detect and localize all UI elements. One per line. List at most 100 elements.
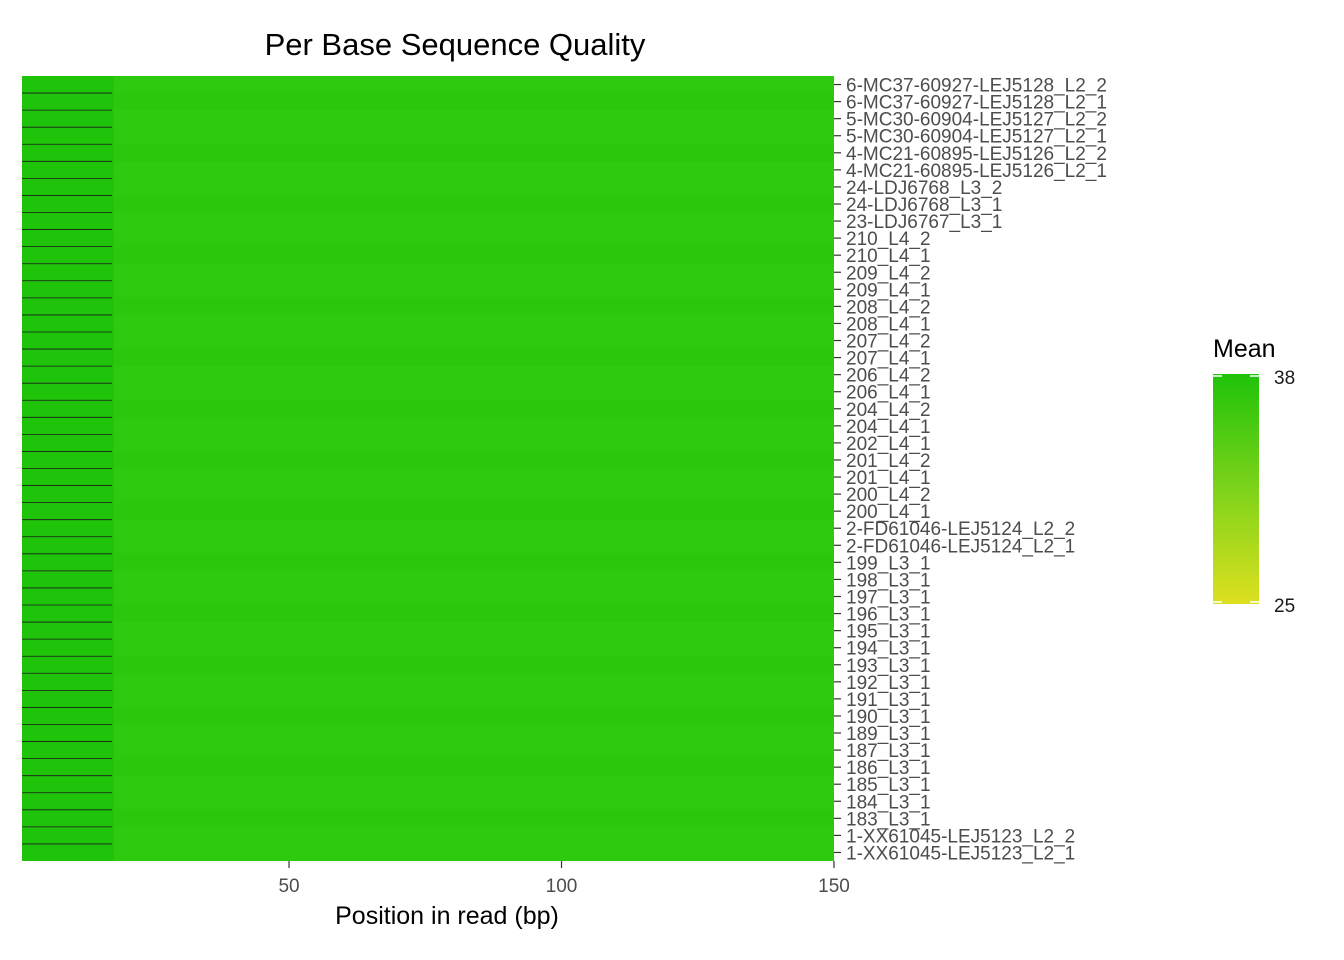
heatmap-row-35 [114,673,834,691]
heatmap-row-0 [114,76,834,94]
heatmap-row-24 [114,485,834,503]
heatmap-row-44 [114,826,834,844]
row-separators [22,92,112,845]
sample-label: 194_L3_1 [846,639,931,660]
heatmap-row-8 [114,212,834,230]
sample-label: 1-XX61045-LEJ5123_L2_1 [846,843,1075,864]
sample-label: 200_L4_2 [846,485,931,506]
heatmap-row-9 [114,229,834,247]
sample-label: 192_L3_1 [846,673,931,694]
sample-label: 2-FD61046-LEJ5124_L2_2 [846,519,1075,540]
sample-label: 2-FD61046-LEJ5124_L2_1 [846,536,1075,557]
heatmap-row-21 [114,434,834,452]
sample-label: 204_L4_2 [846,400,931,421]
sample-label: 196_L3_1 [846,605,931,626]
sample-label: 201_L4_1 [846,468,931,489]
x-tick-label: 50 [278,876,299,897]
sample-label: 208_L4_1 [846,314,931,335]
heatmap-row-2 [114,110,834,128]
sample-label: 207_L4_1 [846,349,931,370]
heatmap-row-14 [114,314,834,332]
row-bands [114,76,834,861]
sample-label: 24-LDJ6768_L3_2 [846,178,1002,199]
heatmap-row-42 [114,792,834,810]
heatmap-row-23 [114,468,834,486]
sample-label: 6-MC37-60927-LEJ5128_L2_1 [846,93,1107,114]
heatmap-row-16 [114,349,834,367]
heatmap-row-7 [114,195,834,213]
heatmap-row-34 [114,656,834,674]
sample-label: 198_L3_1 [846,570,931,591]
heatmap-row-22 [114,451,834,469]
heatmap-row-28 [114,553,834,571]
sample-label: 190_L3_1 [846,707,931,728]
sample-label: 202_L4_1 [846,434,931,455]
sample-label: 4-MC21-60895-LEJ5126_L2_2 [846,144,1107,165]
sample-label: 199_L3_1 [846,553,931,574]
heatmap-row-37 [114,707,834,725]
heatmap-row-5 [114,161,834,179]
heatmap-row-4 [114,144,834,162]
sample-label: 184_L3_1 [846,792,931,813]
heatmap-row-11 [114,263,834,281]
heatmap-row-1 [114,93,834,111]
legend-min-label: 25 [1274,596,1295,617]
sample-label: 4-MC21-60895-LEJ5126_L2_1 [846,161,1107,182]
sample-label: 1-XX61045-LEJ5123_L2_2 [846,826,1075,847]
sample-label: 209_L4_1 [846,280,931,301]
sample-label: 207_L4_2 [846,332,931,353]
sample-label: 201_L4_2 [846,451,931,472]
x-axis: 50 100 150 [278,861,850,897]
heatmap-row-3 [114,127,834,145]
heatmap-row-20 [114,417,834,435]
heatmap-row-38 [114,724,834,742]
heatmap-row-45 [114,843,834,861]
heatmap-row-31 [114,605,834,623]
heatmap-row-29 [114,570,834,588]
heatmap-row-19 [114,400,834,418]
heatmap-row-32 [114,622,834,640]
heatmap-row-12 [114,280,834,298]
sample-label: 195_L3_1 [846,622,931,643]
sample-label: 23-LDJ6767_L3_1 [846,212,1002,233]
heatmap-row-25 [114,502,834,520]
x-axis-title: Position in read (bp) [335,902,559,930]
chart-title: Per Base Sequence Quality [265,27,646,62]
heatmap-row-13 [114,297,834,315]
sample-label: 24-LDJ6768_L3_1 [846,195,1002,216]
sample-label: 191_L3_1 [846,690,931,711]
sample-label: 183_L3_1 [846,809,931,830]
legend: Mean 38 25 [1213,335,1295,617]
sample-label: 206_L4_2 [846,366,931,387]
heatmap-row-33 [114,639,834,657]
sample-label: 197_L3_1 [846,587,931,608]
sample-label: 210_L4_2 [846,229,931,250]
x-tick-label: 100 [546,876,578,897]
sample-label: 5-MC30-60904-LEJ5127_L2_1 [846,127,1107,148]
sample-labels: 6-MC37-60927-LEJ5128_L2_26-MC37-60927-LE… [834,76,1107,864]
sample-label: 210_L4_1 [846,246,931,267]
heatmap-row-30 [114,587,834,606]
sample-label: 186_L3_1 [846,758,931,779]
legend-max-label: 38 [1274,368,1295,389]
sample-label: 189_L3_1 [846,724,931,745]
x-tick-label: 150 [818,876,850,897]
plot-area [22,76,834,861]
sample-label: 204_L4_1 [846,417,931,438]
heatmap-row-10 [114,246,834,264]
heatmap-row-41 [114,775,834,793]
heatmap-row-43 [114,809,834,827]
legend-title: Mean [1213,335,1276,363]
sample-label: 6-MC37-60927-LEJ5128_L2_2 [846,76,1107,97]
sample-label: 208_L4_2 [846,297,931,318]
heatmap-row-18 [114,383,834,401]
heatmap-row-26 [114,519,834,537]
heatmap-row-40 [114,758,834,776]
sample-label: 209_L4_2 [846,263,931,284]
sample-label: 185_L3_1 [846,775,931,796]
heatmap-row-17 [114,366,834,384]
heatmap-row-6 [114,178,834,196]
sample-label: 200_L4_1 [846,502,931,523]
heatmap-row-15 [114,331,834,350]
